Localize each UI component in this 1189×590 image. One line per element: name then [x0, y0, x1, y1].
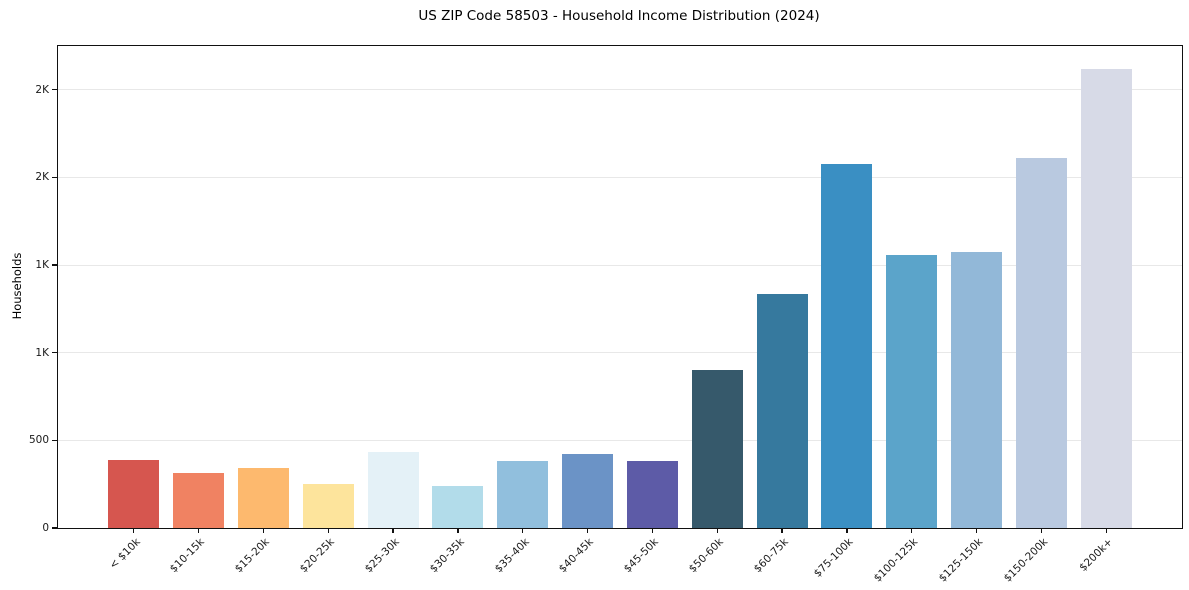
bar-$20-25k [302, 484, 354, 528]
x-tick-mark [327, 528, 329, 533]
bar-$75-100k [821, 164, 873, 528]
x-tick-label: $100-125k [871, 536, 921, 585]
y-gridline [58, 352, 1182, 354]
x-tick-label: $125-150k [936, 536, 986, 585]
y-tick-mark [52, 439, 57, 441]
y-gridline [58, 264, 1182, 266]
y-tick-mark [52, 264, 57, 266]
y-tick-label: 2K [35, 171, 49, 184]
x-tick-mark [975, 528, 978, 533]
x-tick-mark [781, 528, 783, 533]
y-tick-label: 1K [35, 346, 49, 359]
bar-$200k+ [1080, 68, 1132, 528]
y-tick-mark [52, 527, 57, 529]
bar-$15-20k [237, 468, 289, 528]
y-gridline [58, 439, 1182, 441]
y-tick-label: 0 [42, 522, 49, 534]
x-tick-label: < $10k [106, 536, 143, 572]
x-tick-label: $30-35k [427, 536, 467, 576]
bar-$30-35k [432, 486, 484, 528]
x-tick-label: $150-200k [1001, 536, 1050, 585]
y-tick-label: 500 [28, 434, 49, 447]
y-tick-mark [52, 176, 57, 179]
x-tick-mark [586, 528, 589, 533]
x-tick-label: $75-100k [811, 536, 856, 580]
x-tick-mark [522, 528, 524, 533]
x-tick-mark [198, 528, 200, 533]
x-tick-label: $35-40k [492, 536, 532, 576]
x-tick-label: $15-20k [232, 536, 272, 576]
y-tick-mark [52, 89, 57, 91]
x-tick-mark [457, 528, 459, 533]
y-tick-label: 2K [35, 83, 49, 96]
x-tick-label: $50-60k [686, 536, 726, 576]
x-tick-mark [392, 528, 394, 533]
plot-area: 0 500 1K 1K 2K 2K < $10k $10-15k $15-20k $20-25k $… [29, 45, 1183, 585]
bar-$35-40k [497, 461, 549, 528]
x-tick-mark [262, 528, 265, 533]
bar-$10-15k [173, 472, 225, 528]
x-tick-mark [1105, 528, 1107, 533]
bar-$25-30k [367, 451, 419, 528]
bar-< $10k [108, 459, 160, 528]
bar-$50-60k [691, 370, 743, 528]
x-tick-label: $200k+ [1076, 536, 1115, 574]
y-tick-mark [52, 352, 57, 354]
x-tick-label: $10-15k [168, 536, 208, 576]
y-gridline [58, 89, 1182, 91]
y-tick-label: 1K [35, 259, 49, 272]
x-tick-label: $45-50k [621, 536, 661, 576]
bar-$125-150k [951, 251, 1003, 528]
x-tick-label: $60-75k [751, 536, 791, 576]
x-tick-mark [133, 528, 135, 533]
x-tick-label: $40-45k [556, 536, 597, 576]
bar-$100-125k [886, 255, 938, 528]
x-tick-mark [651, 528, 654, 533]
y-gridline [58, 176, 1182, 178]
x-tick-mark [1040, 528, 1042, 533]
x-tick-label: $20-25k [297, 536, 337, 576]
y-axis-label: Households [10, 252, 24, 320]
x-tick-label: $25-30k [362, 536, 402, 576]
chart-title: US ZIP Code 58503 - Household Income Dis… [418, 8, 820, 24]
bar-$45-50k [626, 461, 678, 528]
bar-$60-75k [756, 294, 808, 528]
x-tick-mark [911, 528, 913, 533]
bar-$40-45k [562, 453, 614, 528]
x-tick-mark [716, 528, 718, 533]
bar-$150-200k [1015, 158, 1067, 528]
x-tick-mark [846, 528, 848, 533]
